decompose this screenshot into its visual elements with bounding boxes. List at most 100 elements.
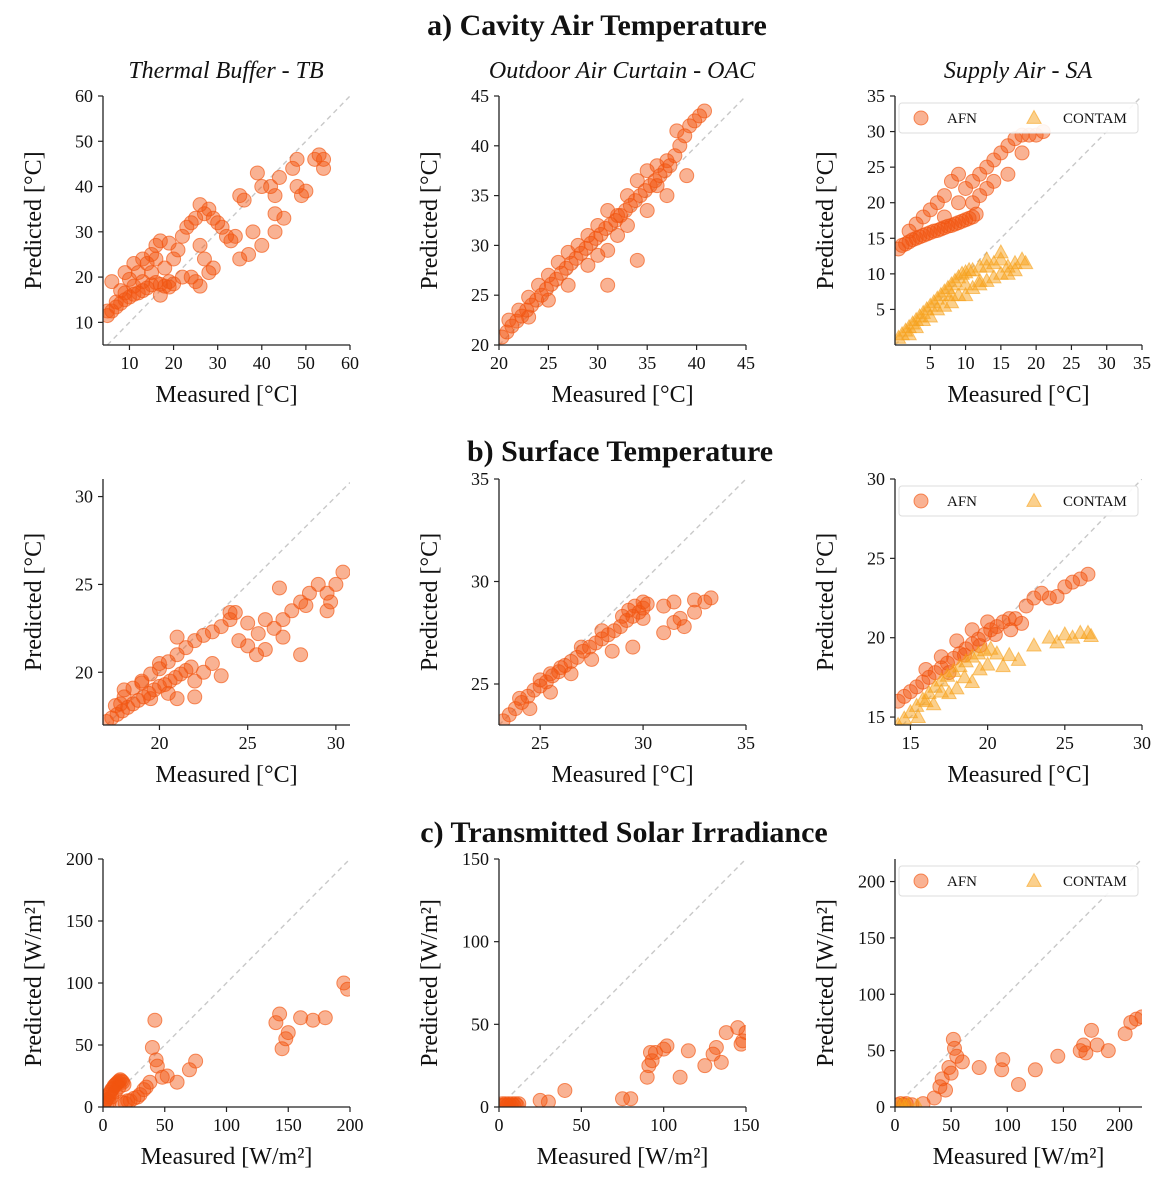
data-point-afn bbox=[181, 1062, 197, 1078]
data-point-afn bbox=[232, 188, 248, 204]
y-tick-label: 40 bbox=[75, 177, 93, 197]
data-point-afn bbox=[570, 237, 586, 253]
data-point-afn bbox=[139, 256, 155, 272]
data-point-afn bbox=[284, 603, 300, 619]
y-tick-label: 50 bbox=[471, 1014, 489, 1034]
data-point-afn bbox=[248, 647, 264, 663]
data-point-afn bbox=[615, 608, 630, 624]
data-point-afn bbox=[266, 620, 282, 636]
data-point-afn bbox=[148, 1052, 164, 1068]
panel-b_sa: 15 20 25 30 15 20 25 30 Measured [°C] Predicted [… bbox=[813, 469, 1151, 788]
data-point-afn bbox=[730, 1020, 746, 1036]
x-axis-label: Measured [W/m²] bbox=[933, 1144, 1105, 1170]
data-point-afn bbox=[635, 594, 651, 610]
y-axis-label: Predicted [°C] bbox=[813, 533, 839, 671]
legend-marker-contam bbox=[1026, 109, 1042, 124]
data-point-afn bbox=[703, 590, 719, 606]
data-point-afn bbox=[157, 278, 173, 294]
data-point-afn bbox=[272, 1006, 288, 1022]
y-tick-label: 0 bbox=[84, 1097, 93, 1117]
data-point-afn bbox=[548, 271, 564, 287]
data-point-afn bbox=[222, 605, 238, 621]
series-group bbox=[103, 975, 350, 1107]
data-point-afn bbox=[257, 612, 273, 628]
data-point-contam bbox=[995, 657, 1012, 673]
data-point-afn bbox=[205, 260, 221, 276]
data-point-afn bbox=[501, 707, 517, 723]
data-point-afn bbox=[135, 251, 151, 267]
data-point-afn bbox=[1100, 1043, 1116, 1059]
x-tick-label: 10 bbox=[120, 353, 138, 373]
data-point-afn bbox=[971, 1060, 987, 1076]
panel-c_oac: 0 50 100 150 0 50 100 150 Measured [W/m²] Predict… bbox=[417, 849, 760, 1170]
x-tick-label: 30 bbox=[1133, 733, 1151, 753]
data-point-afn bbox=[708, 1039, 724, 1055]
legend-marker-afn bbox=[913, 873, 929, 889]
y-tick-label: 150 bbox=[66, 911, 93, 931]
data-point-contam bbox=[1041, 629, 1058, 644]
x-tick-label: 15 bbox=[901, 733, 919, 753]
x-axis-label: Measured [W/m²] bbox=[141, 1144, 313, 1170]
data-point-afn bbox=[542, 666, 558, 682]
data-point-afn bbox=[174, 269, 190, 285]
data-point-afn bbox=[151, 656, 167, 671]
data-point-afn bbox=[134, 675, 150, 691]
y-tick-label: 200 bbox=[66, 849, 93, 869]
data-point-contam bbox=[1049, 633, 1066, 649]
data-point-afn bbox=[113, 696, 129, 712]
data-point-afn bbox=[918, 661, 934, 677]
data-point-afn bbox=[328, 576, 344, 592]
data-point-afn bbox=[540, 1094, 556, 1107]
data-point-contam bbox=[992, 243, 1009, 259]
y-tick-label: 45 bbox=[471, 86, 489, 106]
x-axis-label: Measured [°C] bbox=[551, 762, 693, 788]
data-point-contam bbox=[1017, 254, 1034, 270]
data-point-afn bbox=[267, 206, 283, 222]
data-point-afn bbox=[188, 210, 204, 226]
data-point-afn bbox=[621, 602, 637, 618]
data-point-afn bbox=[1050, 1048, 1066, 1064]
data-point-afn bbox=[540, 267, 556, 283]
x-tick-label: 45 bbox=[737, 353, 755, 373]
data-point-afn bbox=[187, 673, 203, 689]
data-point-afn bbox=[697, 1058, 713, 1074]
data-point-afn bbox=[223, 233, 239, 249]
x-tick-label: 10 bbox=[957, 353, 975, 373]
data-point-afn bbox=[204, 624, 220, 640]
y-tick-label: 35 bbox=[867, 86, 885, 106]
y-tick-label: 30 bbox=[75, 487, 93, 507]
data-point-afn bbox=[267, 188, 283, 204]
data-point-afn bbox=[144, 1039, 160, 1055]
data-point-afn bbox=[656, 598, 672, 614]
data-point-afn bbox=[995, 1052, 1011, 1068]
data-point-afn bbox=[1083, 1022, 1099, 1038]
data-point-afn bbox=[1034, 585, 1050, 601]
data-point-afn bbox=[210, 215, 226, 231]
y-tick-label: 150 bbox=[462, 849, 489, 869]
data-point-afn bbox=[594, 623, 610, 639]
data-point-afn bbox=[188, 274, 204, 290]
data-point-afn bbox=[573, 639, 589, 655]
series-group bbox=[499, 590, 719, 725]
column-title-tb: Thermal Buffer - TB bbox=[128, 58, 324, 84]
data-point-afn bbox=[512, 690, 528, 706]
data-point-afn bbox=[192, 237, 208, 253]
y-tick-label: 50 bbox=[75, 1035, 93, 1055]
data-point-afn bbox=[154, 1069, 170, 1085]
x-axis-label: Measured [°C] bbox=[947, 762, 1089, 788]
data-point-afn bbox=[289, 151, 305, 167]
data-point-afn bbox=[550, 254, 566, 270]
data-point-afn bbox=[250, 626, 266, 642]
data-point-contam bbox=[1006, 261, 1023, 277]
data-point-afn bbox=[201, 265, 217, 281]
data-point-afn bbox=[659, 188, 675, 204]
data-point-afn bbox=[629, 252, 645, 268]
x-tick-label: 150 bbox=[733, 1115, 760, 1135]
panel-c_tb: 0 50 100 150 200 0 50 100 150 200 Measured [W/m²] P… bbox=[21, 849, 364, 1170]
data-point-afn bbox=[183, 215, 199, 231]
identity-line bbox=[106, 96, 350, 345]
x-tick-label: 200 bbox=[1106, 1115, 1133, 1135]
x-axis-label: Measured [°C] bbox=[551, 382, 693, 408]
y-axis-label: Predicted [°C] bbox=[417, 151, 443, 289]
